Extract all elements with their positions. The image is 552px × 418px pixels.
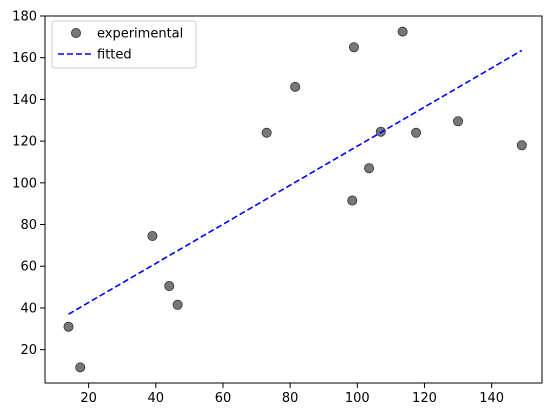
y-tick-label: 60 [20,260,37,275]
data-point [397,26,408,37]
plot-background [45,16,542,383]
x-tick-label: 120 [412,391,437,406]
data-point [411,127,422,138]
y-tick-label: 100 [12,176,37,191]
data-point [347,195,358,206]
plot-frame [44,15,543,384]
legend-label-fitted: fitted [97,48,132,63]
data-point [164,281,175,292]
legend-marker-experimental [71,27,82,38]
data-point [290,81,301,92]
data-point [348,42,359,53]
y-tick-label: 120 [12,135,37,150]
legend-box [51,20,197,69]
data-point [63,321,74,332]
legend-label-experimental: experimental [97,27,183,42]
y-tick-label: 160 [12,51,37,66]
y-tick-label: 40 [20,301,37,316]
x-tick-label: 100 [345,391,370,406]
fitted-line [68,49,523,315]
data-point [261,127,272,138]
data-point [453,116,464,127]
axes-layer: 20 40 60 80 100 120 140 20 40 60 80 100 120 140 160 180 [12,10,543,406]
data-point [364,163,375,174]
y-tick-label: 140 [12,93,37,108]
y-tick-label: 20 [20,343,37,358]
x-tick-label: 80 [282,391,299,406]
data-point [147,230,158,241]
data-point [516,140,527,151]
series-layer [63,26,527,373]
y-tick-label: 80 [20,218,37,233]
x-tick-label: 60 [215,391,232,406]
x-tick-label: 40 [148,391,165,406]
y-tick-label: 180 [12,10,37,25]
x-tick-label: 140 [479,391,504,406]
legend: experimental fitted [51,20,197,69]
x-tick-label: 20 [80,391,97,406]
data-point [75,362,86,373]
data-point [172,299,183,310]
